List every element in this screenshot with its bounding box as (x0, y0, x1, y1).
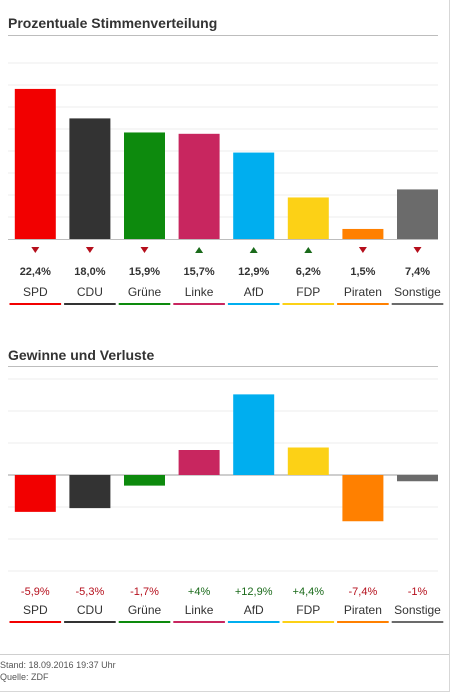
bar-piraten (342, 475, 384, 522)
bar-sonstige (397, 475, 438, 482)
section-title-gains-losses: Gewinne und Verluste (8, 347, 155, 363)
section-title-rule (8, 35, 438, 36)
category-underline (173, 303, 225, 305)
category-label: Linke (185, 603, 214, 617)
category-underline (64, 303, 116, 305)
category-label: Linke (185, 285, 214, 299)
bar-fdp (287, 197, 329, 239)
section-title-rule (8, 366, 438, 367)
category-label: Grüne (128, 285, 162, 299)
category-label: Sonstige (394, 285, 441, 299)
category-underline (64, 621, 116, 623)
bar-cdu (69, 118, 111, 239)
trend-down-icon (358, 247, 367, 253)
category-underline (337, 621, 389, 623)
section-title-vote-share: Prozentuale Stimmenverteilung (8, 15, 218, 31)
trend-up-icon (304, 247, 313, 253)
value-label: +12,9% (235, 586, 273, 598)
trend-down-icon (85, 247, 94, 253)
category-underline (9, 621, 62, 623)
category-label: AfD (244, 285, 264, 299)
value-label: 6,2% (296, 266, 321, 278)
value-label: 7,4% (405, 266, 430, 278)
bar-afd (233, 152, 275, 239)
trend-down-icon (140, 247, 149, 253)
value-label: +4% (188, 586, 211, 598)
value-label: 12,9% (238, 266, 269, 278)
category-label: FDP (296, 285, 320, 299)
footer-divider (0, 654, 449, 655)
bar-afd (233, 394, 275, 475)
bar-spd (14, 475, 56, 512)
category-label: SPD (23, 285, 48, 299)
value-label: +4,4% (293, 586, 325, 598)
value-label: 1,5% (350, 266, 375, 278)
vote-share-chart: 22,4% SPD 18,0% CDU 15,9% Grüne 15,7% Linke 12,9… (8, 62, 444, 305)
bar-grüne (124, 132, 165, 239)
value-label: 22,4% (20, 266, 51, 278)
value-label: -5,9% (21, 586, 50, 598)
category-label: FDP (296, 603, 320, 617)
category-underline (9, 303, 62, 305)
bar-spd (14, 88, 56, 239)
value-label: -1,7% (130, 586, 159, 598)
trend-down-icon (413, 247, 422, 253)
value-label: 15,7% (183, 266, 214, 278)
category-underline (282, 621, 335, 623)
category-underline (282, 303, 335, 305)
gains-losses-chart: -5,9% SPD -5,3% CDU -1,7% Grüne +4% Linke +12,9%… (8, 378, 444, 623)
trend-up-icon (249, 247, 258, 253)
bar-linke (178, 450, 220, 475)
trend-down-icon (31, 247, 40, 253)
value-label: -5,3% (76, 586, 105, 598)
category-underline (173, 621, 225, 623)
value-label: 15,9% (129, 266, 160, 278)
category-label: Sonstige (394, 603, 441, 617)
footer-stand: Stand: 18.09.2016 19:37 Uhr (0, 660, 116, 670)
category-underline (391, 621, 444, 623)
category-underline (227, 303, 280, 305)
category-label: CDU (77, 285, 103, 299)
category-underline (227, 621, 280, 623)
bar-grüne (124, 475, 165, 486)
value-label: -7,4% (349, 586, 378, 598)
category-underline (118, 621, 171, 623)
bar-linke (178, 133, 220, 239)
value-label: -1% (408, 586, 428, 598)
category-label: Piraten (344, 285, 382, 299)
bar-fdp (287, 447, 329, 475)
value-label: 18,0% (74, 266, 105, 278)
category-underline (337, 303, 389, 305)
trend-up-icon (195, 247, 204, 253)
category-label: Piraten (344, 603, 382, 617)
bar-cdu (69, 475, 111, 509)
category-label: CDU (77, 603, 103, 617)
category-label: Grüne (128, 603, 162, 617)
category-underline (391, 303, 444, 305)
bar-sonstige (397, 189, 438, 239)
category-label: AfD (244, 603, 264, 617)
footer-source: Quelle: ZDF (0, 672, 49, 682)
category-underline (118, 303, 171, 305)
category-label: SPD (23, 603, 48, 617)
bar-piraten (342, 228, 384, 239)
